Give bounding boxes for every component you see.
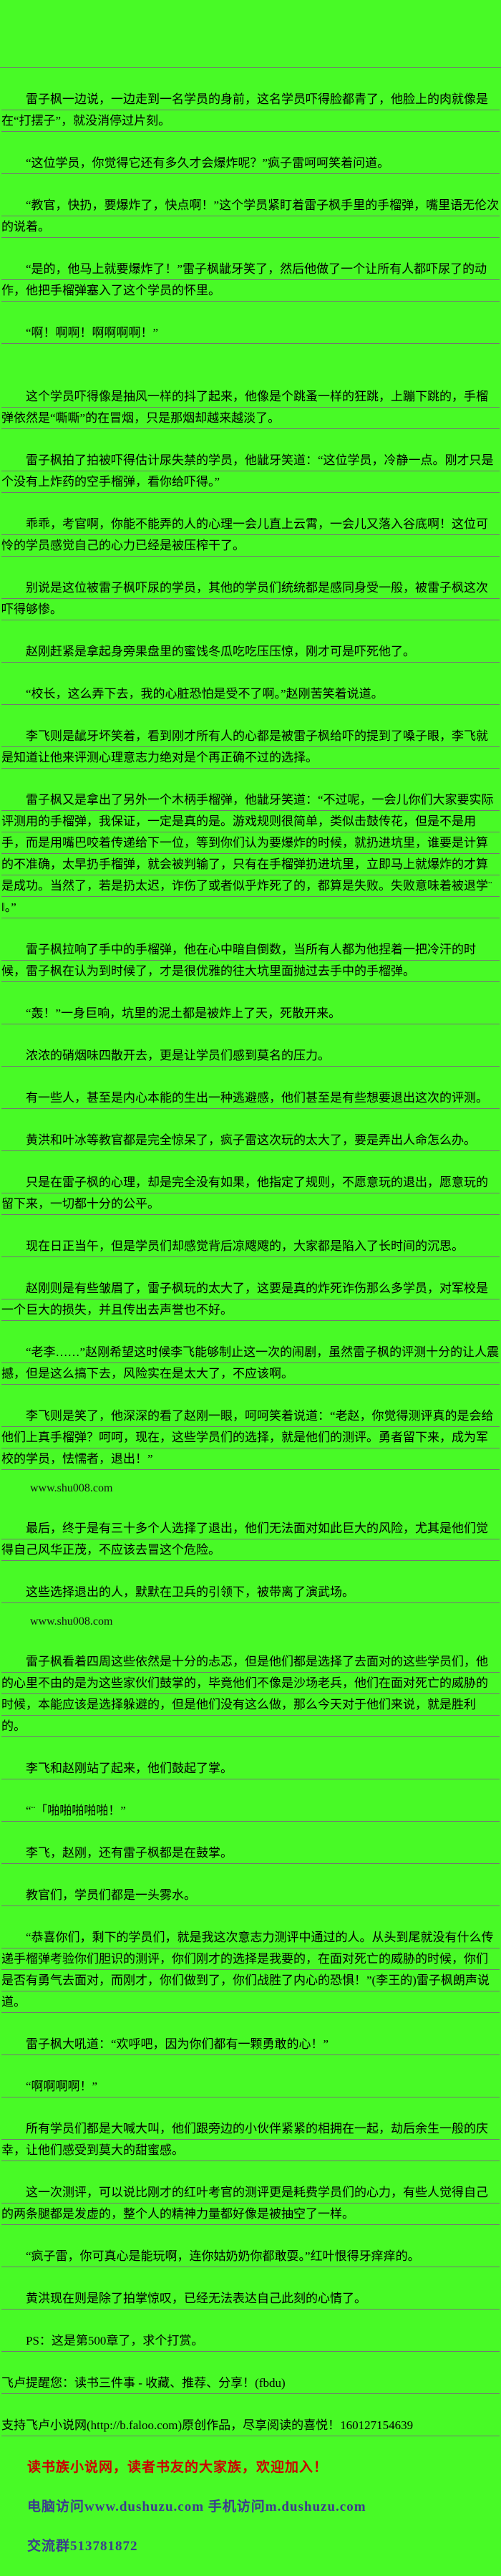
promo-line: 交流群513781872	[27, 2539, 138, 2554]
paragraph: 黄洪和叶冰等教官都是完全惊呆了，疯子雷这次玩的太大了，要是弄出人命怎么办。	[1, 1130, 500, 1151]
paragraph: “教官，快扔，要爆炸了，快点啊！”这个学员紧盯着雷子枫手里的手榴弹，嘴里语无伦次…	[1, 195, 500, 238]
paragraph: “校长，这么弄下去，我的心脏恐怕是受不了啊。”赵刚苦笑着说道。	[1, 683, 500, 705]
paragraph: “是的，他马上就要爆炸了！”雷子枫龇牙笑了，然后他做了一个让所有人都吓尿了的动作…	[1, 259, 500, 302]
paragraph: 黄洪现在则是除了拍掌惊叹，已经无法表达自己此刻的心情了。	[1, 2288, 500, 2310]
paragraph: 只是在雷子枫的心理，却是完全没有如果，他指定了规则，不愿意玩的退出，愿意玩的留下…	[1, 1172, 500, 1215]
paragraph: 雷子枫看着四周这些依然是十分的忐忑，但是他们都是选择了去面对的这些学员们，他的心…	[1, 1651, 500, 1737]
paragraph: 雷子枫拉响了手中的手榴弹，他在心中暗自倒数，当所有人都为他捏着一把冷汗的时候，雷…	[1, 939, 500, 982]
promo-block: 读书族小说网，读者书友的大家族，欢迎加入！ 电脑访问www.dushuzu.com…	[27, 2458, 501, 2557]
paragraph: 李飞则是笑了，他深深的看了赵刚一眼，呵呵笑着说道：“老赵，你觉得测评真的是会给他…	[1, 1405, 500, 1470]
paragraph: 雷子枫大吼道：“欢呼吧，因为你们都有一颗勇敢的心！”	[1, 2034, 500, 2055]
watermark-text: www.shu008.com	[30, 1615, 113, 1628]
paragraph: “¨「啪啪啪啪啪！”	[1, 1800, 500, 1822]
paragraph: 浓浓的硝烟味四散开去，更是让学员们感到莫名的压力。	[1, 1045, 500, 1067]
promo-line: 读书族小说网，读者书友的大家族，欢迎加入！	[27, 2460, 329, 2475]
paragraph: 别说是这位被雷子枫吓尿的学员，其他的学员们统统都是感同身受一般，被雷子枫这次吓得…	[1, 577, 500, 620]
paragraph: 李飞和赵刚站了起来，他们鼓起了掌。	[1, 1758, 500, 1779]
paragraph: 这些选择退出的人，默默在卫兵的引领下，被带离了演武场。	[1, 1582, 500, 1603]
paragraph: 所有学员们都是大喊大叫，他们跟旁边的小伙伴紧紧的相拥在一起，劫后余生一般的庆幸，…	[1, 2118, 500, 2161]
site-notice: 飞卢提醒您：读书三件事 - 收藏、推荐、分享！(fbdu)	[1, 2373, 500, 2394]
paragraph: “啊啊啊啊！”	[1, 2076, 500, 2097]
paragraph: 雷子枫又是拿出了另外一个木柄手榴弹，他龇牙笑道：“不过呢，一会儿你们大家要实际评…	[1, 789, 500, 918]
paragraph: 雷子枫拍了拍被吓得估计尿失禁的学员，他龇牙笑道：“这位学员，冷静一点。刚才只是个…	[1, 450, 500, 493]
paragraph: 教官们，学员们都是一头雾水。	[1, 1885, 500, 1906]
paragraph: 现在日正当午，但是学员们却感觉背后凉飕飕的，大家都是陷入了长时间的沉思。	[1, 1236, 500, 1257]
paragraph: 这个学员吓得像是抽风一样的抖了起来，他像是个跳蚤一样的狂跳，上蹦下跳的，手榴弹依…	[1, 386, 500, 429]
paragraph: 最后，终于是有三十多个人选择了退出，他们无法面对如此巨大的风险，尤其是他们觉得自…	[1, 1518, 500, 1561]
paragraph: “轰！”一身巨响，坑里的泥土都是被炸上了天，死散开来。	[1, 1003, 500, 1024]
top-rule	[0, 0, 501, 68]
paragraph: “啊！啊啊！啊啊啊啊！”	[1, 322, 500, 344]
paragraph: 雷子枫一边说，一边走到一名学员的身前，这名学员吓得脸都青了，他脸上的肉就像是在“…	[1, 89, 500, 132]
chapter-text: 雷子枫一边说，一边走到一名学员的身前，这名学员吓得脸都青了，他脸上的肉就像是在“…	[0, 89, 501, 2436]
paragraph: 李飞，赵刚，还有雷子枫都是在鼓掌。	[1, 1842, 500, 1864]
paragraph: “这位学员，你觉得它还有多久才会爆炸呢？”疯子雷呵呵笑着问道。	[1, 153, 500, 174]
watermark-text: www.shu008.com	[30, 1482, 113, 1494]
paragraph: 李飞则是龇牙坏笑着，看到刚才所有人的心都是被雷子枫给吓的提到了嗓子眼，李飞就是知…	[1, 726, 500, 769]
paragraph: “疯子雷，你可真心是能玩啊，连你姑奶奶你都敢耍。”红叶恨得牙痒痒的。	[1, 2246, 500, 2267]
paragraph: 赵刚赶紧是拿起身旁果盘里的蜜饯冬瓜吃吃压压惊，刚才可是吓死他了。	[1, 641, 500, 663]
paragraph: 这一次测评，可以说比刚才的红叶考官的测评更是耗费学员们的心力，有些人觉得自己的两…	[1, 2182, 500, 2225]
paragraph: “老李……”赵刚希望这时候李飞能够制止这一次的闹剧，虽然雷子枫的评测十分的让人震…	[1, 1342, 500, 1385]
promo-line: 电脑访问www.dushuzu.com 手机访问m.dushuzu.com	[27, 2499, 366, 2514]
paragraph: “恭喜你们，剩下的学员们，就是我这次意志力测评中通过的人。从头到尾就没有什么传递…	[1, 1927, 500, 2013]
paragraph: 赵刚则是有些皱眉了，雷子枫玩的太大了，这要是真的炸死诈伤那么多学员，对军校是一个…	[1, 1278, 500, 1321]
paragraph: PS：这是第500章了，求个打赏。	[1, 2330, 500, 2352]
site-notice: 支持飞卢小说网(http://b.faloo.com)原创作品，尽享阅读的喜悦！…	[1, 2415, 500, 2436]
paragraph: 乖乖，考官啊，你能不能弄的人的心理一会儿直上云霄，一会儿又落入谷底啊！这位可怜的…	[1, 514, 500, 557]
paragraph: 有一些人，甚至是内心本能的生出一种逃避感，他们甚至是有些想要退出这次的评测。	[1, 1087, 500, 1109]
